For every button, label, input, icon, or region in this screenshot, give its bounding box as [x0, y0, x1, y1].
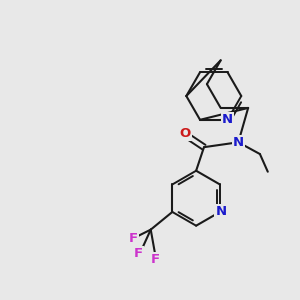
- Text: N: N: [233, 136, 244, 149]
- Text: F: F: [151, 253, 160, 266]
- Text: N: N: [222, 113, 233, 126]
- Text: F: F: [134, 247, 142, 260]
- Text: N: N: [215, 206, 226, 218]
- Text: O: O: [180, 127, 191, 140]
- Text: F: F: [128, 232, 138, 245]
